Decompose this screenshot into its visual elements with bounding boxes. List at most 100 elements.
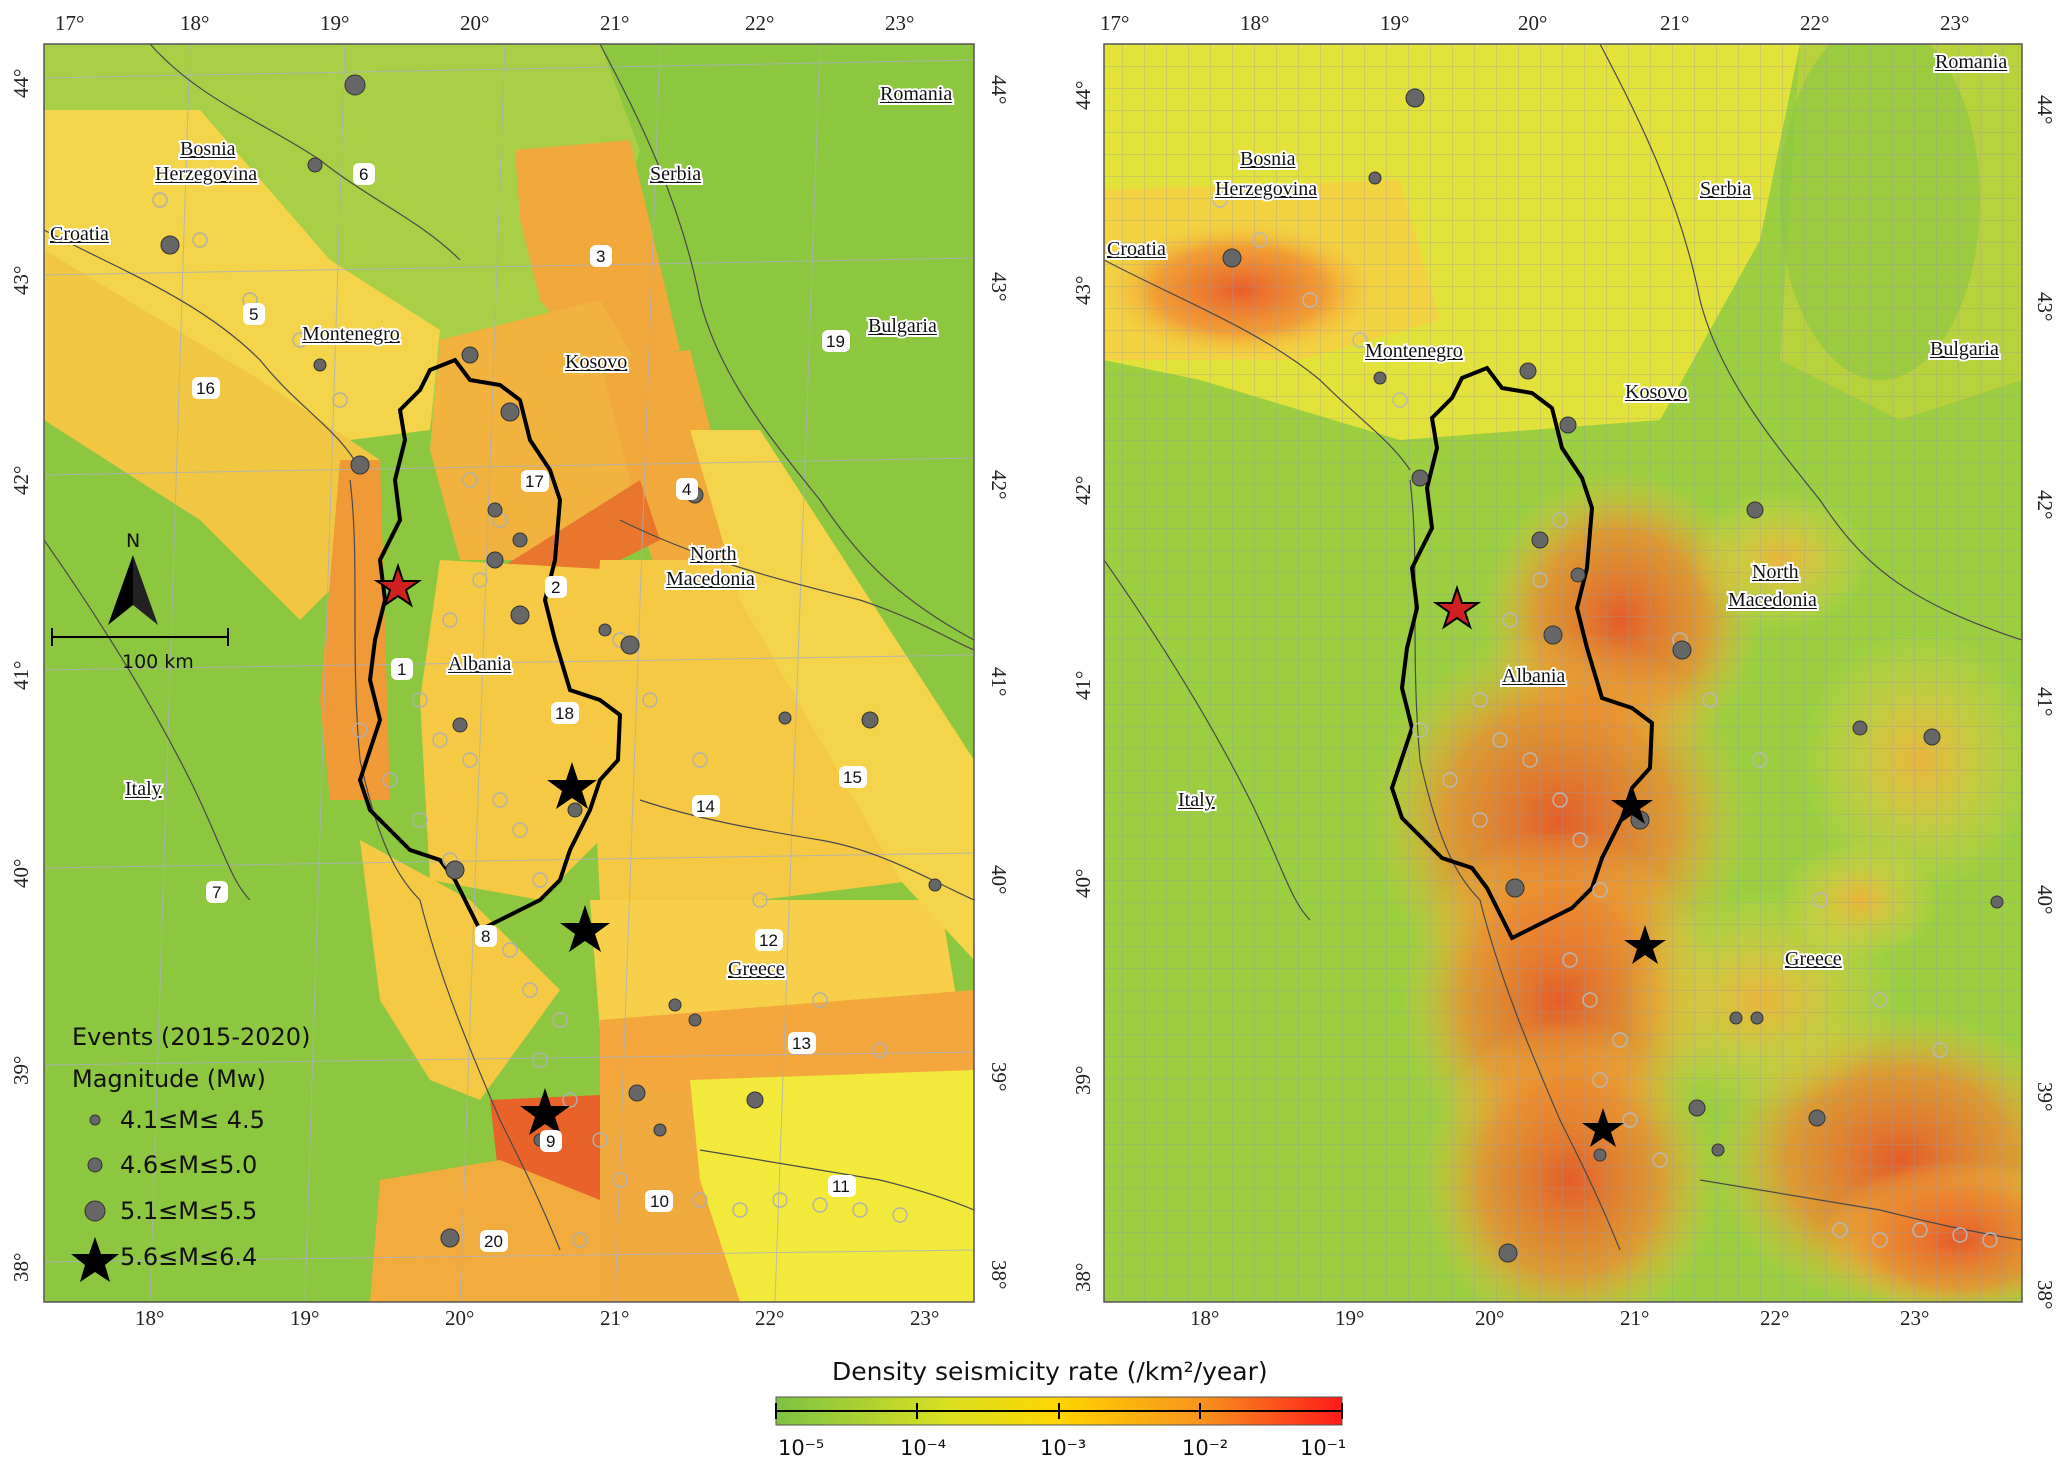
zone-label: 13 (788, 1032, 816, 1054)
tick-label: 40° (9, 859, 33, 888)
colorbar-tick: 10⁻⁴ (900, 1436, 946, 1460)
zone-label: 8 (475, 925, 497, 947)
country-label-romania: Romania (880, 83, 952, 105)
zone-label: 18 (551, 702, 579, 724)
country-label-macedonia: Macedonia (666, 568, 755, 590)
zone-label: 6 (353, 163, 375, 185)
zone-label: 19 (822, 330, 850, 352)
tick-label: 21° (600, 1306, 629, 1330)
country-label-albania: Albania (1502, 665, 1565, 687)
tick-label: 41° (1071, 671, 1095, 700)
country-label-montenegro: Montenegro (1365, 340, 1463, 362)
right-map-density (1104, 44, 2022, 1302)
tick-label: 42° (1071, 476, 1095, 505)
tick-label: 43° (9, 266, 33, 295)
right-country-labels: Romania Bosnia Herzegovina Serbia Croati… (1105, 49, 2009, 972)
svg-text:1: 1 (397, 660, 406, 679)
scale-bar: 100 km (51, 628, 229, 673)
country-label-bulgaria: Bulgaria (868, 315, 937, 337)
tick-label: 17° (1100, 11, 1129, 35)
svg-text:8: 8 (481, 927, 490, 946)
tick-label: 39° (9, 1056, 33, 1085)
left-map-zones (44, 44, 974, 1302)
right-map: 17° 18° 19° 20° 21° 22° 23° 18° 19° 20° … (1071, 11, 2057, 1330)
tick-label: 18° (1190, 1306, 1219, 1330)
tick-label: 23° (1940, 11, 1969, 35)
svg-text:16: 16 (196, 379, 215, 398)
legend-symbol-star (71, 1237, 119, 1282)
colorbar-tick: 10⁻³ (1040, 1436, 1086, 1460)
tick-label: 41° (9, 661, 33, 690)
zone-label: 14 (692, 795, 720, 817)
country-label-italy: Italy (125, 778, 162, 800)
tick-label: 22° (1800, 11, 1829, 35)
legend-symbol-large (84, 1200, 106, 1222)
country-label-romania: Romania (1935, 51, 2007, 73)
svg-text:13: 13 (792, 1034, 811, 1053)
legend-item: 4.1≤M≤ 4.5 (120, 1106, 265, 1134)
left-right-lat-ticks: 44° 43° 42° 41° 40° 39° 38° (987, 75, 1011, 1289)
colorbar-tick: 10⁻⁵ (778, 1436, 824, 1460)
country-label-herzegovina: Herzegovina (1215, 178, 1317, 200)
svg-text:N: N (126, 530, 140, 552)
tick-label: 40° (2033, 885, 2057, 914)
left-events-stars (373, 562, 610, 1135)
country-label-montenegro: Montenegro (302, 323, 400, 345)
zone-label: 7 (206, 881, 228, 903)
country-label-macedonia: Macedonia (1728, 589, 1817, 611)
legend-symbol-small (89, 1114, 101, 1126)
tick-label: 21° (600, 11, 629, 35)
zone-label: 17 (521, 470, 549, 492)
tick-label: 19° (290, 1306, 319, 1330)
tick-label: 42° (2033, 490, 2057, 519)
tick-label: 44° (1071, 81, 1095, 110)
tick-label: 39° (1071, 1066, 1095, 1095)
tick-label: 44° (2033, 95, 2057, 124)
zone-label: 9 (540, 1130, 562, 1152)
legend-item: 5.1≤M≤5.5 (120, 1197, 257, 1225)
svg-text:18: 18 (555, 704, 574, 723)
right-events-stars (1432, 584, 1666, 1147)
right-bottom-lon-ticks: 18° 19° 20° 21° 22° 23° (1190, 1306, 1929, 1330)
zone-label: 12 (755, 929, 783, 951)
tick-label: 41° (987, 667, 1011, 696)
right-left-lat-ticks: 44° 43° 42° 41° 40° 39° 38° (1071, 81, 1095, 1292)
left-country-labels: Bosnia Herzegovina Croatia Montenegro Se… (48, 81, 954, 982)
country-label-greece: Greece (1785, 948, 1842, 970)
tick-label: 38° (2033, 1280, 2057, 1309)
zone-label: 4 (676, 478, 698, 500)
country-label-north: North (1752, 561, 1799, 583)
tick-label: 22° (755, 1306, 784, 1330)
zone-number-labels: 1 2 3 4 5 6 7 8 9 10 11 12 13 14 15 16 1… (192, 163, 867, 1252)
left-events-filled (160, 74, 942, 1248)
country-label-north: North (690, 543, 737, 565)
tick-label: 22° (745, 11, 774, 35)
left-map: 17° 18° 19° 20° 21° 22° 23° 18° 19° 20° … (9, 11, 1011, 1330)
zone-label: 10 (645, 1190, 673, 1212)
tick-label: 40° (1071, 869, 1095, 898)
right-right-lat-ticks: 44° 43° 42° 41° 40° 39° 38° (2033, 95, 2057, 1309)
tick-label: 39° (987, 1062, 1011, 1091)
country-label-greece: Greece (728, 958, 785, 980)
svg-text:2: 2 (551, 578, 560, 597)
colorbar-title: Density seismicity rate (/km²/year) (832, 1357, 1268, 1386)
svg-text:5: 5 (249, 305, 258, 324)
tick-label: 19° (320, 11, 349, 35)
svg-text:17: 17 (525, 472, 544, 491)
zone-label: 3 (590, 245, 612, 267)
country-label-serbia: Serbia (650, 163, 701, 185)
country-label-croatia: Croatia (1107, 238, 1166, 260)
country-label-herzegovina: Herzegovina (155, 163, 257, 185)
legend-item: 4.6≤M≤5.0 (120, 1151, 257, 1179)
legend-subtitle: Magnitude (Mw) (72, 1065, 266, 1093)
tick-label: 20° (1475, 1306, 1504, 1330)
country-label-italy: Italy (1178, 789, 1215, 811)
albania-border (1389, 365, 1655, 941)
tick-label: 23° (885, 11, 914, 35)
tick-label: 23° (1900, 1306, 1929, 1330)
right-top-lon-ticks: 17° 18° 19° 20° 21° 22° 23° (1100, 11, 1969, 35)
tick-label: 23° (910, 1306, 939, 1330)
albania-border (357, 357, 623, 933)
colorbar-tick: 10⁻¹ (1300, 1436, 1346, 1460)
left-left-lat-ticks: 44° 43° 42° 41° 40° 39° 38° (9, 69, 33, 1282)
